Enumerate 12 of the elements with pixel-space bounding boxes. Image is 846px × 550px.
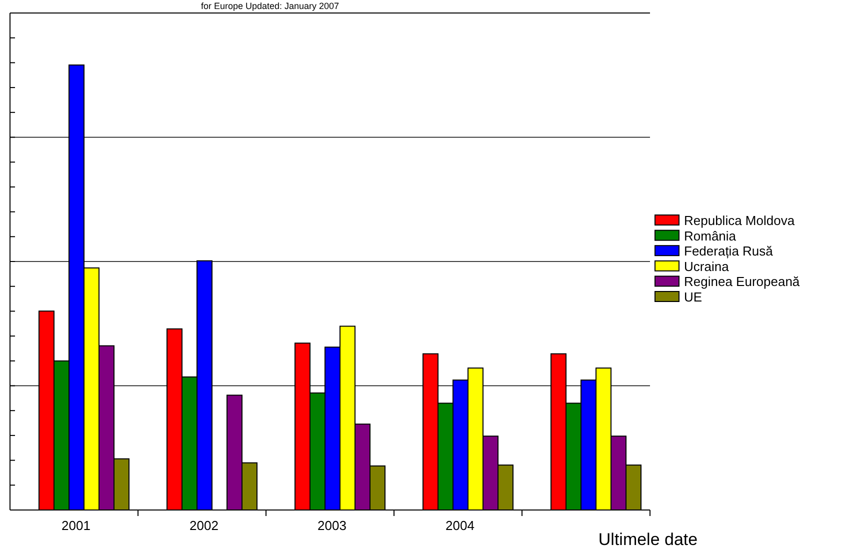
legend-label: Reginea Europeană <box>684 274 800 290</box>
x-tick-label: 2003 <box>318 518 346 533</box>
legend-label: România <box>684 228 737 244</box>
legend-label: Republica Moldova <box>684 213 796 228</box>
x-tick-label: 2002 <box>190 518 218 533</box>
legend-label: Federația Rusă <box>684 244 774 259</box>
x-tick-label: 2004 <box>446 518 474 533</box>
x-axis-title: Ultimele date <box>598 530 698 549</box>
chart-title: for Europe Updated: January 2007 <box>200 1 340 11</box>
legend-label: UE <box>684 290 702 304</box>
legend-label: Ucraina <box>684 258 730 274</box>
x-tick-label: 2001 <box>62 518 90 533</box>
